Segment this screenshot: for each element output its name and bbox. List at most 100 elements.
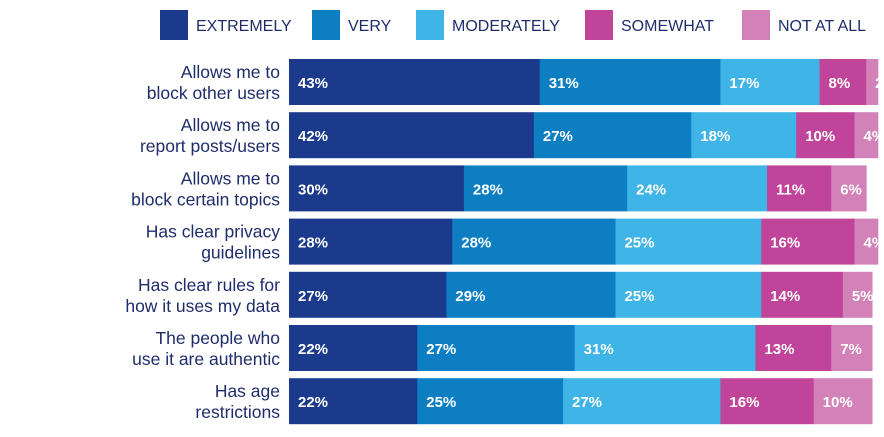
legend-label-somewhat: SOMEWHAT [621,18,714,35]
legend-label-very: VERY [348,18,392,35]
category-label: Allows me to block certain topics [131,168,280,209]
bar-value-label-somewhat: 13% [764,341,794,358]
bar-value-label-somewhat: 16% [729,394,759,411]
bar-segment-moderately [615,218,762,265]
category-label: Has age restrictions [195,381,280,422]
bar-segment-not-at-all [854,112,879,159]
category-label-line: Allows me to [181,62,280,82]
bar-segment-somewhat [767,165,832,212]
category-label-line: The people who [155,328,280,348]
bar-segment-extremely [289,165,465,212]
category-label-line: use it are authentic [132,349,280,369]
category-label: Has clear privacy guidelines [146,222,280,263]
legend-swatch-not-at-all [742,10,770,40]
bar-segment-not-at-all [831,325,873,371]
bar-segment-very [452,218,616,265]
bar-row: The people who use it are authentic 22% 27%… [132,325,873,371]
bar-segment-moderately [574,325,756,371]
chart-rows: Allows me to block other users 43% 31% 17% 8%… [125,59,884,425]
bar-value-label-extremely: 22% [298,394,328,411]
bar-value-label-extremely: 27% [298,288,328,305]
bar-value-label-moderately: 25% [624,288,654,305]
bar-value-label-very: 29% [455,288,485,305]
bar-value-label-extremely: 30% [298,181,328,198]
category-label-line: guidelines [201,243,280,263]
legend-swatch-very [312,10,340,40]
bar-value-label-moderately: 25% [624,235,654,252]
category-label: Allows me to block other users [147,62,281,103]
bar-value-label-somewhat: 16% [770,235,800,252]
category-label-line: how it uses my data [125,296,280,316]
bar-value-label-very: 27% [543,128,573,145]
bar-segment-very [533,112,692,159]
bar-segment-not-at-all [831,165,867,212]
bar-segment-extremely [289,378,418,425]
bar-segment-extremely [289,59,541,105]
bar-value-label-moderately: 27% [572,394,602,411]
legend-label-extremely: EXTREMELY [196,18,292,35]
bar-value-label-somewhat: 14% [770,288,800,305]
bar-segment-very [417,325,576,371]
category-label: Has clear rules for how it uses my data [125,275,280,316]
bar-value-label-not-at-all: 7% [840,341,862,358]
bar-segment-very [446,271,616,318]
bar-value-label-moderately: 31% [584,341,614,358]
bar-value-label-not-at-all: 4% [864,235,884,252]
bar-segment-somewhat [761,271,844,318]
bar-value-label-not-at-all: 4% [864,128,884,145]
bar-value-label-not-at-all: 6% [840,181,862,198]
bar-segment-somewhat [761,218,856,265]
bar-value-label-very: 25% [426,394,456,411]
category-label-line: block certain topics [131,189,280,209]
bar-value-label-moderately: 24% [636,181,666,198]
bar-value-label-moderately: 17% [729,75,759,92]
bar-segment-not-at-all [813,378,873,425]
category-label-line: Allows me to [181,168,280,188]
bar-value-label-very: 31% [549,75,579,92]
category-label-line: block other users [147,83,281,103]
category-label-line: Has clear rules for [138,275,280,295]
bar-value-label-very: 28% [461,235,491,252]
bar-row: Has clear rules for how it uses my data 27… [125,271,874,318]
legend-swatch-somewhat [585,10,613,40]
bar-segment-extremely [289,325,418,371]
category-label: Allows me to report posts/users [140,115,280,156]
bar-segment-somewhat [720,378,815,425]
bar-value-label-not-at-all: 5% [852,288,874,305]
bar-segment-moderately [615,271,762,318]
legend-swatch-moderately [416,10,444,40]
bar-value-label-extremely: 28% [298,235,328,252]
bar-value-label-very: 27% [426,341,456,358]
bar-segment-very [539,59,721,105]
bar-segment-somewhat [755,325,832,371]
bar-value-label-extremely: 22% [298,341,328,358]
bar-segment-moderately [627,165,768,212]
bar-segment-moderately [563,378,721,425]
category-label: The people who use it are authentic [132,328,280,369]
bar-value-label-not-at-all: 10% [823,394,853,411]
bar-row: Allows me to block certain topics 30% 28% 24… [131,165,867,212]
bar-segment-somewhat [819,59,867,105]
bar-row: Has age restrictions 22% 25% 27% 16% 10% [195,378,873,425]
category-label-line: Has age [215,381,280,401]
category-label-line: Has clear privacy [146,222,280,242]
bar-segment-moderately [691,112,797,159]
bar-row: Has clear privacy guidelines 28% 28% 25% 16% 4… [146,218,884,265]
bar-segment-somewhat [796,112,856,159]
bar-segment-extremely [289,218,453,265]
bar-segment-very [463,165,628,212]
bar-value-label-not-at-all: 2% [875,75,884,92]
legend: EXTREMELY VERY MODERATELY SOMEWHAT NOT AT AL… [160,10,866,40]
bar-value-label-somewhat: 8% [829,75,851,92]
bar-value-label-moderately: 18% [700,128,730,145]
bar-value-label-somewhat: 11% [776,181,805,198]
bar-value-label-very: 28% [473,181,503,198]
category-label-line: report posts/users [140,136,280,156]
bar-segment-extremely [289,271,447,318]
bar-row: Allows me to report posts/users 42% 27% 18% 1… [140,112,884,159]
bar-segment-not-at-all [866,59,879,105]
legend-label-not-at-all: NOT AT ALL [778,18,866,35]
bar-segment-moderately [720,59,821,105]
